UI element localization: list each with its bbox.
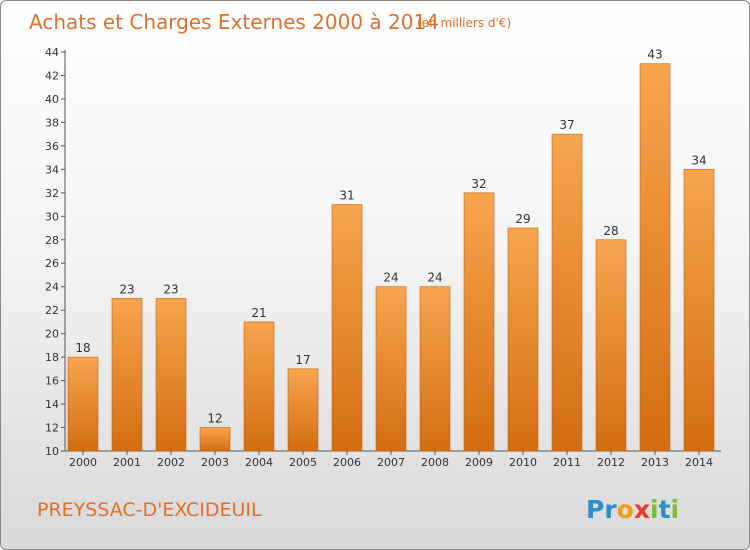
bar — [507, 227, 539, 452]
bar — [639, 63, 671, 452]
y-tick-label: 42 — [45, 69, 59, 82]
x-tick-label: 2008 — [421, 456, 449, 469]
y-tick-label: 26 — [45, 257, 59, 270]
bar — [287, 368, 319, 452]
y-tick-label: 22 — [45, 304, 59, 317]
logo-letter: x — [634, 495, 650, 524]
commune-name: PREYSSAC-D'EXCIDEUIL — [37, 499, 262, 521]
chart-subtitle: (en milliers d'€) — [417, 16, 511, 30]
axes: 10 12 14 16 18 20 22 24 26 28 30 32 34 36 38 40 42 44 2000… — [45, 46, 721, 469]
data-label: 24 — [383, 271, 398, 285]
bar — [595, 239, 627, 452]
x-tick-label: 2004 — [245, 456, 273, 469]
y-tick-label: 14 — [45, 398, 59, 411]
data-label: 21 — [251, 306, 266, 320]
y-tick-label: 44 — [45, 46, 59, 59]
y-tick-label: 16 — [45, 375, 59, 388]
y-tick-label: 24 — [45, 281, 59, 294]
x-tick-label: 2009 — [465, 456, 493, 469]
bar — [155, 298, 187, 452]
data-label: 28 — [603, 224, 618, 238]
bar — [419, 286, 451, 452]
x-tick-label: 2002 — [157, 456, 185, 469]
proxiti-logo: Proxiti — [586, 495, 679, 524]
y-tick-label: 38 — [45, 116, 59, 129]
data-label: 43 — [647, 48, 662, 62]
bar — [551, 133, 583, 452]
y-tick-label: 32 — [45, 187, 59, 200]
data-label: 29 — [515, 212, 530, 226]
bar — [683, 169, 715, 452]
bar — [331, 204, 363, 452]
y-tick-label: 10 — [45, 445, 59, 458]
data-label: 24 — [427, 271, 442, 285]
logo-letter: o — [617, 495, 634, 524]
data-label: 23 — [119, 282, 134, 296]
chart-title: Achats et Charges Externes 2000 à 2014 — [29, 10, 439, 34]
logo-letter: i — [650, 495, 659, 524]
y-tick-label: 36 — [45, 140, 59, 153]
bar — [111, 298, 143, 452]
data-label: 31 — [339, 189, 354, 203]
bar — [243, 321, 275, 452]
x-tick-label: 2012 — [597, 456, 625, 469]
x-tick-label: 2006 — [333, 456, 361, 469]
bar — [67, 356, 99, 452]
bar — [375, 286, 407, 452]
data-label: 23 — [163, 282, 178, 296]
logo-letter: P — [586, 495, 604, 524]
data-label: 34 — [691, 153, 706, 167]
data-label: 12 — [207, 412, 222, 426]
y-tick-label: 20 — [45, 328, 59, 341]
bar — [199, 427, 231, 452]
data-label: 18 — [75, 341, 90, 355]
data-label: 37 — [559, 118, 574, 132]
x-tick-label: 2013 — [641, 456, 669, 469]
y-tick-label: 28 — [45, 234, 59, 247]
x-tick-label: 2005 — [289, 456, 317, 469]
x-tick-label: 2001 — [113, 456, 141, 469]
x-tick-label: 2011 — [553, 456, 581, 469]
y-tick-label: 30 — [45, 210, 59, 223]
x-tick-label: 2003 — [201, 456, 229, 469]
y-tick-label: 40 — [45, 93, 59, 106]
logo-letter: t — [659, 495, 671, 524]
y-tick-label: 34 — [45, 163, 59, 176]
data-label: 32 — [471, 177, 486, 191]
x-tick-label: 2000 — [69, 456, 97, 469]
data-label: 17 — [295, 353, 310, 367]
x-tick-label: 2007 — [377, 456, 405, 469]
bars: 18 23 23 12 21 17 31 24 24 32 29 37 28 43 34 — [67, 48, 715, 452]
logo-letter: r — [604, 495, 617, 524]
y-tick-label: 12 — [45, 422, 59, 435]
x-tick-label: 2010 — [509, 456, 537, 469]
bar — [463, 192, 495, 452]
y-tick-label: 18 — [45, 351, 59, 364]
logo-letter: i — [671, 495, 680, 524]
x-tick-label: 2014 — [685, 456, 713, 469]
